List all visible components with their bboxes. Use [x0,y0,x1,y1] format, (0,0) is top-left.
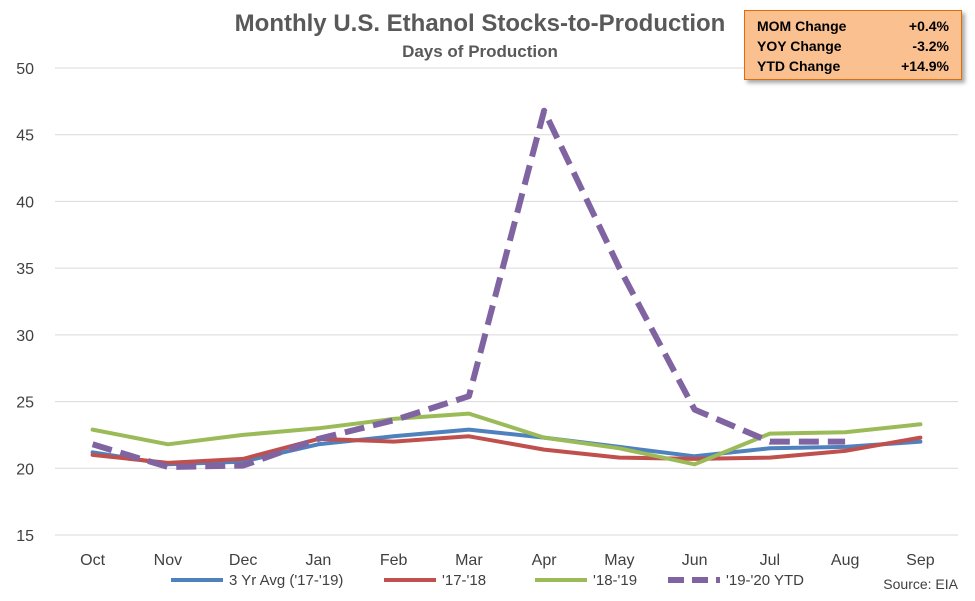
x-axis-ticks: Oct Nov Dec Jan Feb Mar Apr May Jun Jul Aug Sep [80,552,935,569]
legend-label: 3 Yr Avg ('17-'19) [229,572,343,589]
y-tick-label: 15 [16,528,34,545]
x-tick-label: Sep [906,552,935,569]
x-tick-label: Dec [229,552,257,569]
stat-label: MOM Change [757,18,847,34]
stat-row-ytd: YTD Change +14.9% [757,56,949,76]
x-tick-label: Feb [380,552,408,569]
change-stats-box: MOM Change +0.4% YOY Change -3.2% YTD Ch… [744,10,962,80]
series-line-0 [90,427,923,467]
series-line-2 [90,411,923,467]
y-tick-label: 25 [16,395,34,412]
legend-label: '19-'20 YTD [726,572,804,589]
legend-label: '18-'19 [593,572,637,589]
chart-title: Monthly U.S. Ethanol Stocks-to-Productio… [235,10,726,37]
legend-label: '17-'18 [442,572,486,589]
x-tick-label: Aug [831,552,859,569]
y-tick-label: 40 [16,194,34,211]
stat-value: -3.2% [912,38,949,54]
y-tick-label: 50 [16,61,34,78]
legend: 3 Yr Avg ('17-'19) '17-'18 '18-'19 '19-'20 … [171,572,804,589]
y-tick-label: 35 [16,261,34,278]
y-tick-label: 20 [16,461,34,478]
x-tick-label: Mar [455,552,483,569]
series-lines [90,107,923,470]
source-note: Source: EIA [883,576,958,592]
y-tick-label: 45 [16,128,34,145]
x-tick-label: Jul [760,552,780,569]
x-tick-label: Jan [305,552,331,569]
x-tick-label: May [604,552,634,569]
y-tick-label: 30 [16,328,34,345]
y-axis-ticks: 50 45 40 35 30 25 20 15 [16,61,34,545]
chart-subtitle: Days of Production [402,42,558,61]
stat-row-yoy: YOY Change -3.2% [757,36,949,56]
stat-row-mom: MOM Change +0.4% [757,16,949,36]
series-line-1 [90,434,923,465]
x-tick-label: Jun [682,552,708,569]
x-tick-label: Nov [154,552,182,569]
x-tick-label: Apr [532,552,558,569]
x-tick-label: Oct [80,552,105,569]
stat-label: YOY Change [757,38,842,54]
series-line-3 [91,107,846,470]
stat-value: +14.9% [901,58,949,74]
stat-value: +0.4% [908,18,949,34]
stat-label: YTD Change [757,58,841,74]
